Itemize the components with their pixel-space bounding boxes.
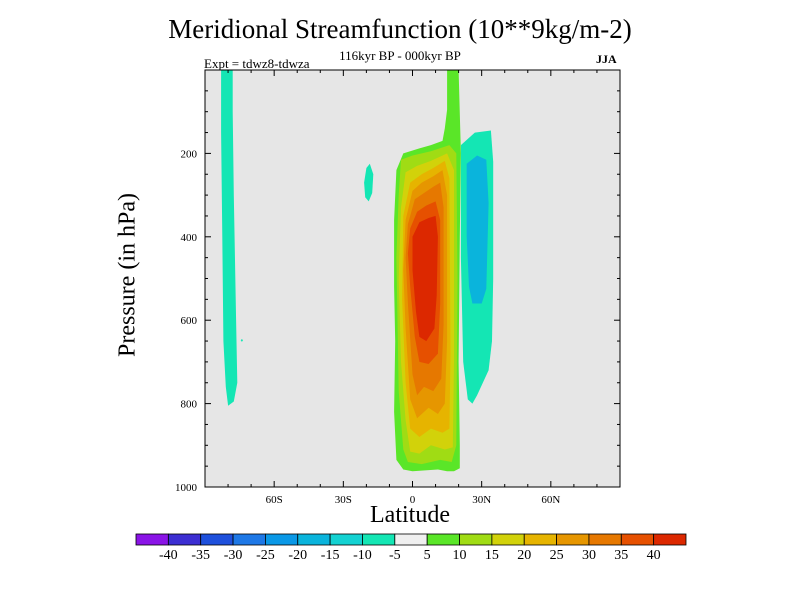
colorbar: -40 -35 -30 -25 -20 -15 -10 -5 5 10 15 20 25 30 35 40 <box>135 533 687 563</box>
colorbar-label: 5 <box>424 548 431 563</box>
x-tick-label: 0 <box>410 494 416 506</box>
contour-region-3 <box>466 155 489 304</box>
colorbar-swatch <box>556 533 590 546</box>
axis-ticks: 60S 30S 0 30N 60N 200 400 600 800 1000 <box>175 70 620 506</box>
colorbar-swatch <box>394 533 428 546</box>
colorbar-swatch <box>232 533 266 546</box>
contour-region-1 <box>364 163 374 202</box>
x-tick-label: 30S <box>335 494 352 506</box>
contour-region-12 <box>240 339 243 342</box>
colorbar-swatch <box>135 533 169 546</box>
colorbar-label: -25 <box>256 548 275 563</box>
colorbar-swatch <box>297 533 331 546</box>
x-tick-label: 60N <box>541 494 560 506</box>
colorbar-swatch <box>620 533 655 546</box>
contour-regions <box>221 70 494 472</box>
colorbar-label: 40 <box>647 548 661 563</box>
contour-region-11 <box>412 215 438 342</box>
colorbar-swatch <box>491 533 525 546</box>
x-axis-label: Latitude <box>370 502 450 528</box>
colorbar-swatch <box>362 533 396 546</box>
colorbar-label: -15 <box>321 548 340 563</box>
colorbar-swatch <box>265 533 299 546</box>
colorbar-swatch <box>653 533 687 546</box>
colorbar-label: 15 <box>485 548 499 563</box>
colorbar-label: 25 <box>550 548 564 563</box>
y-tick-label: 600 <box>181 315 198 327</box>
colorbar-label: -10 <box>353 548 372 563</box>
contour-region-0 <box>221 70 238 406</box>
colorbar-label: -20 <box>288 548 307 563</box>
x-tick-label: 60S <box>266 494 283 506</box>
y-tick-label: 400 <box>181 232 198 244</box>
colorbar-label: -5 <box>389 548 401 563</box>
colorbar-swatch <box>459 533 493 546</box>
chart-subtitle: 116kyr BP - 000kyr BP <box>339 48 461 63</box>
colorbar-label: -30 <box>224 548 243 563</box>
y-tick-label: 200 <box>181 148 198 160</box>
x-tick-label: 30N <box>472 494 491 506</box>
colorbar-swatch <box>167 533 202 546</box>
colorbar-label: 35 <box>614 548 628 563</box>
experiment-label: Expt = tdwz8-tdwza <box>204 56 310 71</box>
colorbar-label: 20 <box>517 548 531 563</box>
colorbar-swatch <box>200 533 234 546</box>
colorbar-swatch <box>588 533 622 546</box>
colorbar-swatch <box>426 533 460 546</box>
colorbar-label: 30 <box>582 548 596 563</box>
colorbar-label: -35 <box>191 548 210 563</box>
chart-title: Meridional Streamfunction (10**9kg/m-2) <box>168 14 632 44</box>
colorbar-label: -40 <box>159 548 178 563</box>
y-tick-label: 800 <box>181 399 198 411</box>
season-label: JJA <box>596 52 617 66</box>
colorbar-label: 10 <box>453 548 467 563</box>
colorbar-swatch <box>523 533 557 546</box>
colorbar-swatch <box>329 533 363 546</box>
y-tick-label: 1000 <box>175 482 198 494</box>
